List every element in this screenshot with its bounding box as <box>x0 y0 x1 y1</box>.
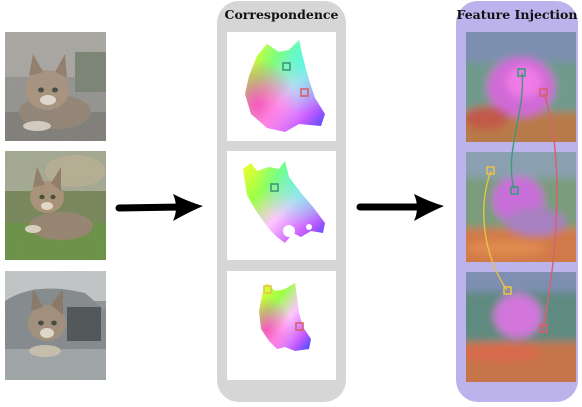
input-photo-2 <box>5 151 106 260</box>
green-keypoint-marker <box>270 183 279 192</box>
correspondence-map-3 <box>227 271 336 380</box>
red-keypoint-marker <box>539 324 548 333</box>
correspondence-title: Correspondence <box>224 7 339 22</box>
arrow-right-icon <box>356 194 444 221</box>
correspondence-map-1 <box>227 32 336 141</box>
feature-injection-title: Feature Injection <box>456 7 578 22</box>
yellow-keypoint-marker <box>503 286 512 295</box>
red-keypoint-marker <box>300 88 309 97</box>
input-photo-1 <box>5 32 106 141</box>
correspondence-panel: Correspondence <box>217 1 346 402</box>
red-keypoint-marker <box>295 322 304 331</box>
green-keypoint-marker <box>517 68 526 77</box>
yellow-keypoint-marker <box>486 166 495 175</box>
yellow-keypoint-marker <box>263 285 272 294</box>
correspondence-links <box>483 68 558 333</box>
injected-feature-map-1 <box>466 32 576 142</box>
red-keypoint-marker <box>539 88 548 97</box>
feature-injection-panel: Feature Injection <box>456 1 578 402</box>
arrow-right-icon <box>115 194 203 221</box>
injected-feature-map-3 <box>466 272 576 382</box>
input-photo-3 <box>5 271 106 380</box>
green-keypoint-marker <box>282 62 291 71</box>
green-keypoint-marker <box>510 186 519 195</box>
correspondence-map-2 <box>227 151 336 260</box>
